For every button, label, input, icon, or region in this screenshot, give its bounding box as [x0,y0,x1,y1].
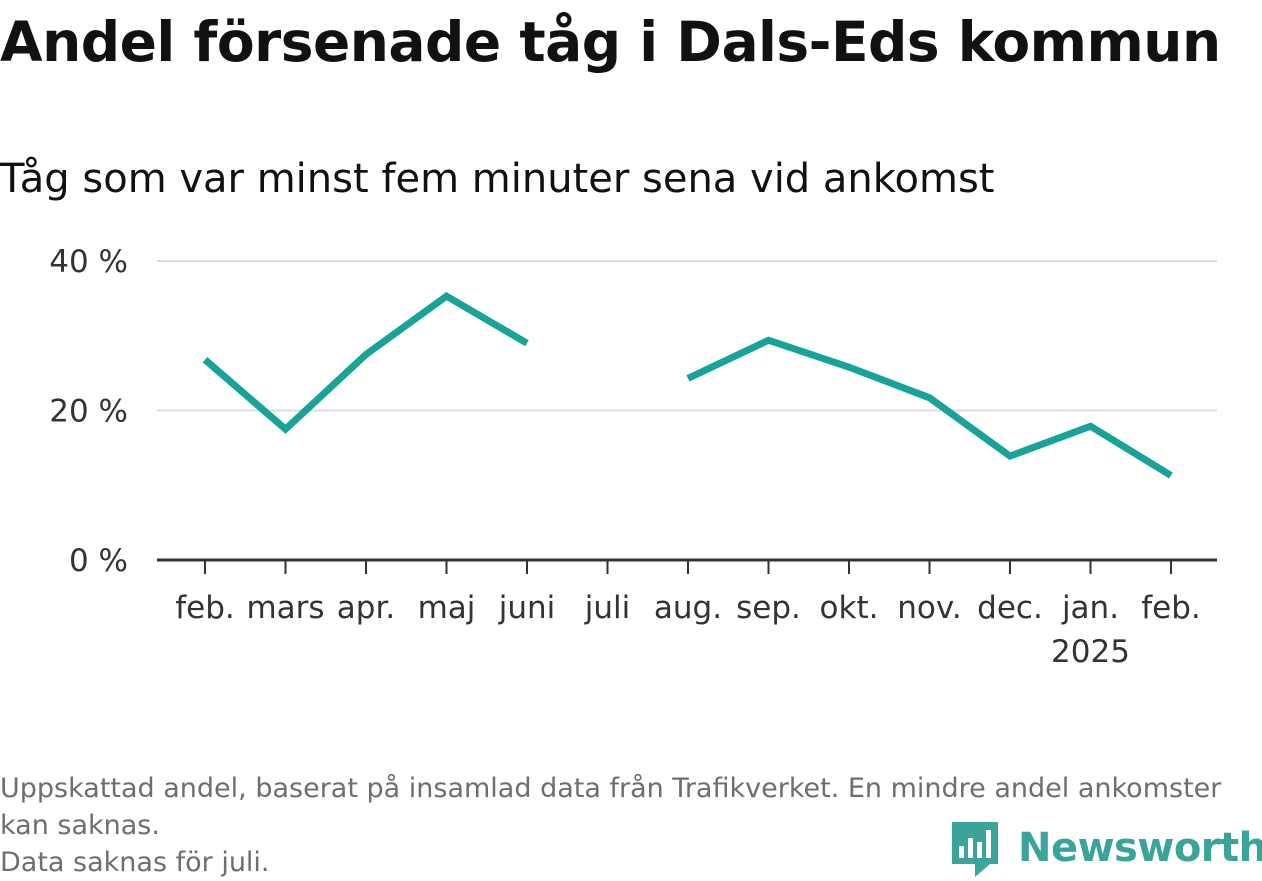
x-tick-label: aug. [654,590,722,626]
x-tick-label: feb. [175,590,235,626]
x-tick-label: jan. [1061,590,1119,626]
series-line [205,296,1171,476]
series-line-segment [688,340,1171,475]
x-tick-label: mars [246,590,324,626]
y-tick-label: 40 % [49,244,128,280]
x-tick-label: dec. [977,590,1043,626]
x-tick-label: juni [498,590,556,626]
x-tick-sublabel: 2025 [1051,634,1130,670]
series-line-segment [205,296,527,429]
x-tick-label: feb. [1141,590,1201,626]
x-tick-label: okt. [820,590,879,626]
grid-lines [157,261,1217,411]
y-tick-label: 0 % [69,543,128,579]
x-tick-label: maj [418,590,476,626]
newsworthy-logo[interactable]: Newsworthy [950,818,1262,878]
x-tick-label: juli [584,590,631,626]
y-tick-label: 20 % [49,394,128,430]
x-tick-label: nov. [897,590,961,626]
brand-name: Newsworthy [1018,825,1262,871]
y-axis-ticks: 0 % 20 % 40 % [49,244,128,579]
x-tick-label: apr. [337,590,395,626]
newsworthy-chart-icon [950,818,1000,878]
x-tick-label: sep. [736,590,801,626]
